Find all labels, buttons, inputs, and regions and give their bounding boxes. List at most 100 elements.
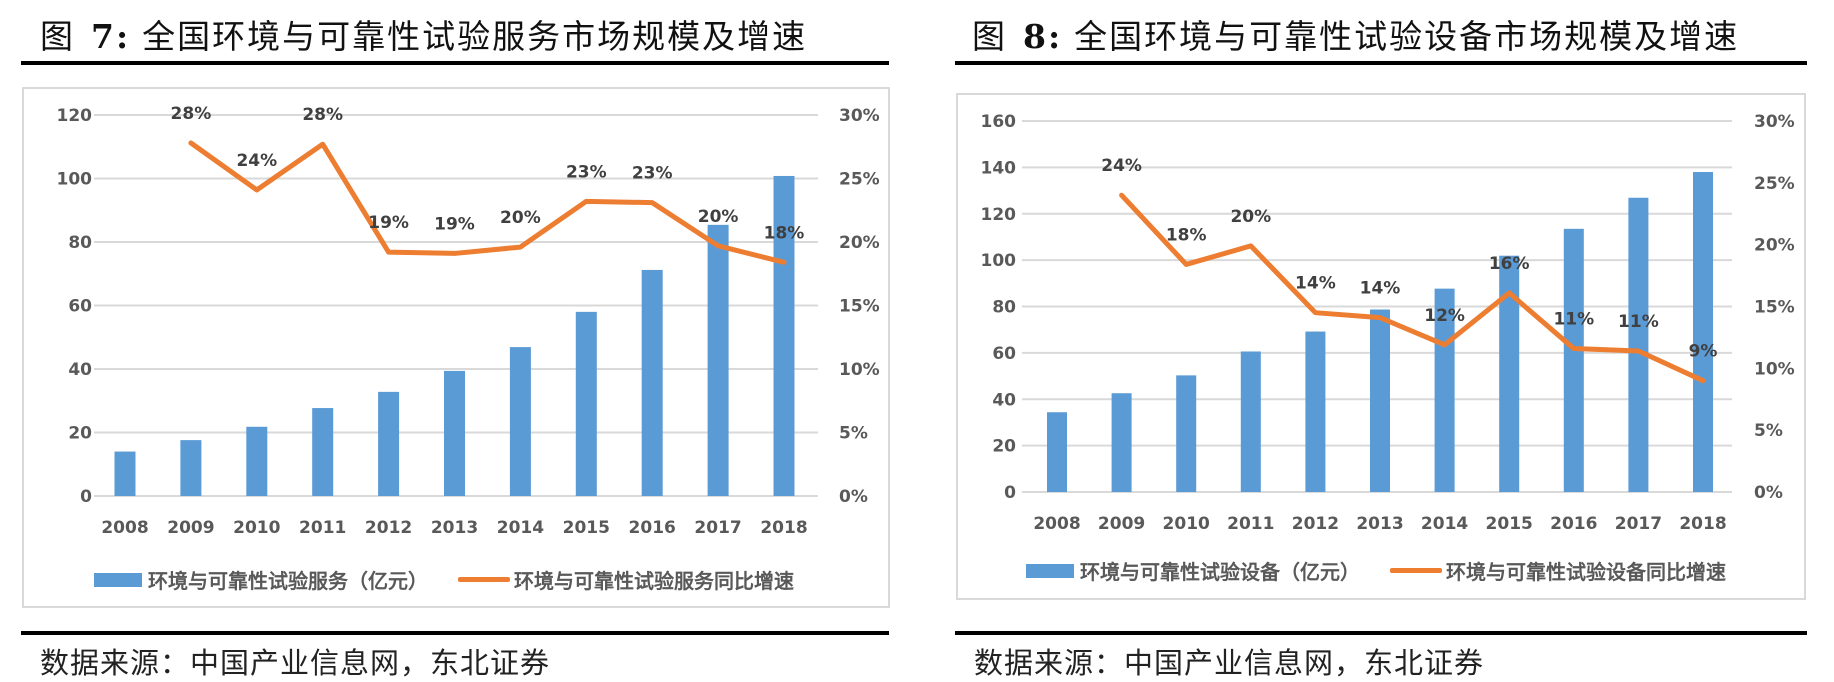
legend-line-label: 环境与可靠性试验设备同比增速	[1446, 560, 1726, 584]
figure-number: 7:	[91, 17, 131, 56]
legend-bar-label: 环境与可靠性试验服务（亿元）	[148, 569, 428, 593]
right-axis-tick-label: 0%	[839, 487, 868, 507]
x-axis-tick-label: 2017	[1615, 514, 1662, 534]
data-label: 9%	[1689, 342, 1718, 362]
legend-line-swatch	[1390, 568, 1442, 573]
bar	[773, 175, 795, 496]
bar	[1240, 351, 1261, 492]
legend-item-bar: 环境与可靠性试验服务（亿元）	[94, 565, 428, 594]
legend-bar-swatch	[94, 572, 142, 587]
data-label: 11%	[1553, 310, 1594, 330]
figure-7-title: 图 7: 全国环境与可靠性试验服务市场规模及增速	[40, 10, 807, 58]
right-axis-tick-label: 10%	[839, 360, 880, 380]
data-label: 24%	[1101, 156, 1142, 176]
source-rule-8	[955, 631, 1807, 635]
right-axis-tick-label: 5%	[839, 424, 868, 444]
right-axis-tick-label: 15%	[839, 297, 880, 317]
left-axis-tick-label: 60	[68, 297, 92, 317]
legend-line-swatch	[458, 577, 510, 582]
left-axis-tick-label: 0	[1004, 483, 1016, 503]
left-axis-tick-label: 20	[68, 424, 92, 444]
data-label: 20%	[698, 207, 739, 227]
right-axis-tick-label: 25%	[1754, 174, 1795, 194]
x-axis-tick-label: 2016	[1550, 514, 1597, 534]
x-axis-tick-label: 2009	[1098, 514, 1145, 534]
left-axis-tick-label: 80	[992, 298, 1016, 318]
legend-item-bar: 环境与可靠性试验设备（亿元）	[1026, 556, 1360, 585]
x-axis-tick-label: 2017	[694, 518, 741, 538]
data-label: 14%	[1295, 274, 1336, 294]
right-axis-tick-label: 10%	[1754, 359, 1795, 379]
bar	[114, 451, 136, 496]
right-axis-tick-label: 20%	[1754, 236, 1795, 256]
growth-line	[188, 140, 787, 265]
x-axis-tick-label: 2016	[629, 518, 676, 538]
figure-prefix: 图	[40, 17, 75, 56]
data-label: 19%	[368, 213, 409, 233]
x-axis-tick-label: 2014	[497, 518, 544, 538]
data-label: 28%	[302, 105, 343, 125]
x-axis-tick-label: 2012	[1292, 514, 1339, 534]
figure-title-text: 全国环境与可靠性试验服务市场规模及增速	[142, 17, 808, 56]
x-axis-tick-label: 2010	[1163, 514, 1210, 534]
x-axis-tick-label: 2011	[1227, 514, 1274, 534]
left-axis-tick-label: 140	[981, 158, 1017, 178]
x-axis-tick-label: 2014	[1421, 514, 1468, 534]
left-axis-tick-label: 80	[68, 233, 92, 253]
bar	[509, 347, 531, 496]
bar	[378, 391, 400, 496]
left-axis-tick-label: 120	[981, 205, 1017, 225]
figure-title-text: 全国环境与可靠性试验设备市场规模及增速	[1074, 17, 1740, 56]
x-axis-tick-label: 2011	[299, 518, 346, 538]
figure-number: 8:	[1023, 17, 1063, 56]
chart-panel-8: 0 20 40 60 80 100 120 140 160 0% 5% 10% 15% 20% 25% 30%…	[956, 93, 1806, 600]
legend-bar-swatch	[1026, 563, 1074, 578]
data-label: 19%	[434, 214, 475, 234]
legend-item-line: 环境与可靠性试验服务同比增速	[458, 565, 794, 594]
bar	[1176, 375, 1197, 492]
data-label: 20%	[1230, 207, 1271, 227]
left-axis-tick-label: 0	[80, 487, 92, 507]
chart-7-legend: 环境与可靠性试验服务（亿元） 环境与可靠性试验服务同比增速	[94, 565, 824, 594]
data-label: 24%	[236, 151, 277, 171]
right-axis-tick-label: 20%	[839, 233, 880, 253]
right-axis-tick-label: 5%	[1754, 421, 1783, 441]
figure-8-title: 图 8: 全国环境与可靠性试验设备市场规模及增速	[972, 10, 1739, 58]
chart-8-svg: 0 20 40 60 80 100 120 140 160 0% 5% 10% 15% 20% 25% 30%…	[981, 112, 1795, 534]
legend-item-line: 环境与可靠性试验设备同比增速	[1390, 556, 1726, 585]
left-axis-tick-label: 100	[981, 251, 1017, 271]
data-label: 12%	[1424, 306, 1465, 326]
right-axis-tick-label: 25%	[839, 170, 880, 190]
data-label: 28%	[171, 104, 212, 124]
figure-prefix: 图	[972, 17, 1007, 56]
data-label: 18%	[1166, 225, 1207, 245]
bar	[707, 224, 729, 497]
data-label: 23%	[632, 164, 673, 184]
legend-line-label: 环境与可靠性试验服务同比增速	[514, 569, 794, 593]
left-axis-tick-label: 160	[981, 112, 1017, 132]
right-axis-tick-label: 0%	[1754, 483, 1783, 503]
chart-8-legend: 环境与可靠性试验设备（亿元） 环境与可靠性试验设备同比增速	[1026, 556, 1756, 585]
x-axis-tick-label: 2013	[431, 518, 478, 538]
title-rule-7	[21, 61, 889, 65]
bar	[1305, 331, 1326, 492]
bar	[1563, 228, 1584, 492]
x-axis-tick-label: 2018	[1679, 514, 1726, 534]
x-axis-tick-label: 2012	[365, 518, 412, 538]
x-axis-tick-label: 2013	[1356, 514, 1403, 534]
right-axis-tick-label: 30%	[1754, 112, 1795, 132]
figure-8-source: 数据来源：中国产业信息网，东北证券	[974, 646, 1485, 680]
data-label: 20%	[500, 208, 541, 228]
bar	[1693, 172, 1713, 492]
left-axis-tick-label: 120	[57, 106, 93, 126]
growth-line	[1119, 192, 1706, 384]
left-axis-tick-label: 40	[992, 390, 1016, 410]
x-axis-tick-label: 2010	[233, 518, 280, 538]
bar	[1499, 255, 1520, 492]
chart-7-svg: 0 20 40 60 80 100 120 0% 5% 10% 15% 20% 25% 30% 2008 20…	[57, 104, 880, 538]
bar	[312, 408, 334, 496]
bar	[1111, 393, 1132, 492]
legend-bar-label: 环境与可靠性试验设备（亿元）	[1080, 560, 1360, 584]
data-label: 11%	[1618, 312, 1659, 332]
x-axis-tick-label: 2015	[1486, 514, 1533, 534]
